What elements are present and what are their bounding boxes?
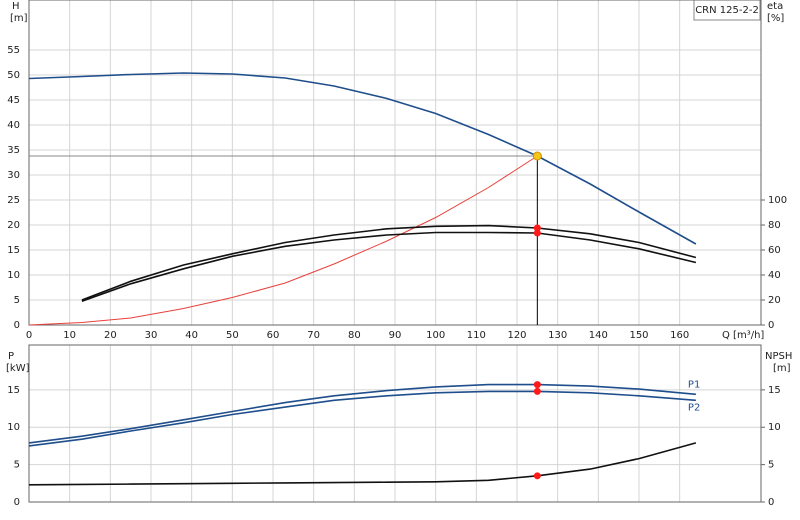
y-tick-label: 5 — [14, 295, 20, 306]
x-tick-label: 70 — [307, 330, 320, 341]
x-tick-label: 10 — [63, 330, 76, 341]
x-tick-label: 20 — [104, 330, 117, 341]
y2-tick-label: 0 — [768, 497, 774, 508]
y-label: P — [8, 351, 14, 362]
x-tick-label: 120 — [507, 330, 526, 341]
duty-marker — [533, 229, 541, 237]
x-tick-label: 40 — [185, 330, 198, 341]
x-tick-label: 90 — [389, 330, 402, 341]
y-tick-label: 25 — [7, 195, 20, 206]
y2-label: eta — [767, 1, 783, 12]
y-tick-label: 10 — [7, 270, 20, 281]
y2-tick-label: 0 — [768, 320, 774, 331]
series-line — [28, 442, 697, 486]
series-line — [81, 231, 697, 303]
model-box — [693, 0, 761, 21]
x-tick-label: 160 — [670, 330, 689, 341]
x-tick-label: 130 — [548, 330, 567, 341]
duty-marker — [533, 381, 541, 389]
y-unit: [kW] — [6, 363, 30, 374]
y-label: H — [12, 1, 20, 12]
series-label: P2 — [688, 402, 700, 413]
x-tick-label: 150 — [629, 330, 648, 341]
y2-tick-label: 40 — [768, 270, 781, 281]
y2-unit: [m] — [773, 363, 791, 374]
x-tick-label: 140 — [589, 330, 608, 341]
y2-label: NPSH — [765, 351, 792, 362]
series-label: P1 — [688, 379, 700, 390]
plot-frame — [28, 0, 762, 326]
model-label: CRN 125-2-2 — [695, 5, 759, 16]
duty-point — [532, 151, 542, 161]
x-tick-label: 0 — [26, 330, 32, 341]
series-line — [28, 72, 697, 245]
series-line — [28, 390, 696, 447]
y-tick-label: 50 — [7, 70, 20, 81]
y-tick-label: 5 — [14, 460, 20, 471]
duty-marker — [533, 387, 541, 395]
x-tick-label: 100 — [426, 330, 445, 341]
y-tick-label: 35 — [7, 145, 20, 156]
y-tick-label: 20 — [7, 220, 20, 231]
x-tick-label: 50 — [226, 330, 239, 341]
y-unit: [m] — [10, 13, 28, 24]
y-tick-label: 0 — [14, 320, 20, 331]
y2-tick-label: 20 — [768, 295, 781, 306]
x-label: Q [m³/h] — [722, 330, 764, 341]
y-tick-label: 15 — [7, 245, 20, 256]
x-tick-label: 30 — [145, 330, 158, 341]
y-tick-label: 10 — [7, 422, 20, 433]
y-tick-label: 30 — [7, 170, 20, 181]
y-tick-label: 0 — [14, 497, 20, 508]
plot-frame — [28, 344, 762, 503]
x-tick-label: 80 — [348, 330, 361, 341]
y-tick-label: 15 — [7, 385, 20, 396]
y2-tick-label: 60 — [768, 245, 781, 256]
duty-marker — [533, 472, 541, 480]
series-line — [28, 155, 538, 326]
y-tick-label: 45 — [7, 95, 20, 106]
y2-unit: [%] — [767, 13, 784, 24]
duty-marker — [533, 224, 541, 232]
y-tick-label: 55 — [7, 45, 20, 56]
y2-tick-label: 15 — [768, 385, 781, 396]
series-line — [81, 224, 697, 301]
series-line — [28, 383, 696, 444]
y2-tick-label: 80 — [768, 220, 781, 231]
y2-tick-label: 5 — [768, 460, 774, 471]
y2-tick-label: 10 — [768, 422, 781, 433]
x-tick-label: 110 — [467, 330, 486, 341]
y-tick-label: 40 — [7, 120, 20, 131]
x-tick-label: 60 — [267, 330, 280, 341]
y2-tick-label: 100 — [768, 195, 787, 206]
